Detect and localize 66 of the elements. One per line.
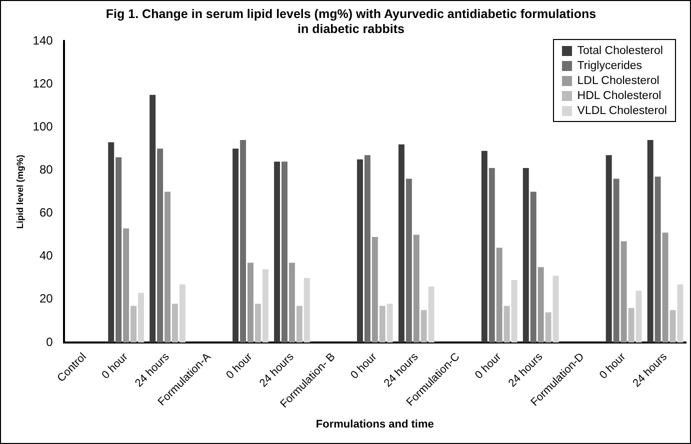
bar (150, 94, 156, 342)
bar (406, 178, 412, 342)
bar (247, 262, 254, 342)
bar (138, 292, 144, 342)
bar (288, 262, 295, 342)
bar (420, 310, 427, 342)
bar (254, 304, 261, 342)
bar (628, 308, 634, 342)
bar (481, 150, 488, 342)
bar (522, 168, 529, 342)
bar (636, 290, 642, 342)
y-axis-title: Lipid level (mg%) (14, 154, 25, 229)
bar (428, 286, 434, 342)
bar (356, 159, 363, 342)
legend-label: Total Cholesterol (577, 44, 663, 56)
y-tick-label: 140 (32, 33, 54, 48)
bar (364, 155, 370, 342)
y-tick-label: 0 (46, 334, 54, 349)
bar (620, 241, 627, 342)
bar (123, 228, 130, 342)
bar (386, 304, 393, 342)
bar (496, 248, 502, 342)
bar (606, 155, 612, 342)
bar (172, 304, 178, 342)
legend-label: LDL Cholesterol (577, 74, 660, 86)
y-tick-label: 20 (39, 292, 54, 306)
bar (511, 280, 518, 342)
y-tick-label: 80 (39, 162, 54, 177)
legend-label: HDL Cholesterol (577, 90, 662, 102)
bar (398, 144, 404, 342)
x-axis-title: Formulations and time (316, 418, 434, 430)
bar (130, 306, 136, 342)
bar (504, 306, 510, 342)
bar (304, 278, 310, 342)
legend-label: Triglycerides (577, 60, 642, 72)
bar (670, 310, 676, 342)
bar (654, 176, 661, 342)
bar (613, 178, 620, 342)
y-tick-label: 100 (32, 119, 54, 134)
bar (240, 140, 246, 342)
bar (677, 284, 684, 342)
bar (538, 267, 544, 342)
bar (552, 276, 559, 342)
bar (179, 284, 186, 342)
bar (647, 140, 654, 342)
bar (232, 148, 239, 342)
bar (108, 142, 114, 342)
bar (296, 306, 302, 342)
bar (413, 234, 420, 342)
bar (164, 192, 171, 342)
bar (157, 148, 164, 342)
y-tick-label: 60 (39, 206, 54, 220)
chart-title: Fig 1. Change in serum lipid levels (mg%) with Ayurvedic antidiabetic formulations in diabetic rabbits (104, 7, 598, 37)
y-tick-label: 40 (39, 248, 54, 263)
bar (116, 157, 122, 342)
bar (662, 232, 668, 342)
bar (274, 162, 280, 342)
bar (530, 192, 536, 342)
bar (262, 269, 268, 342)
bar (372, 236, 378, 342)
y-tick-label: 120 (32, 76, 54, 90)
legend-label: VLDL Cholesterol (577, 104, 667, 116)
bar (488, 168, 495, 342)
bar (379, 306, 386, 342)
bar (282, 162, 288, 342)
bar (545, 312, 552, 342)
